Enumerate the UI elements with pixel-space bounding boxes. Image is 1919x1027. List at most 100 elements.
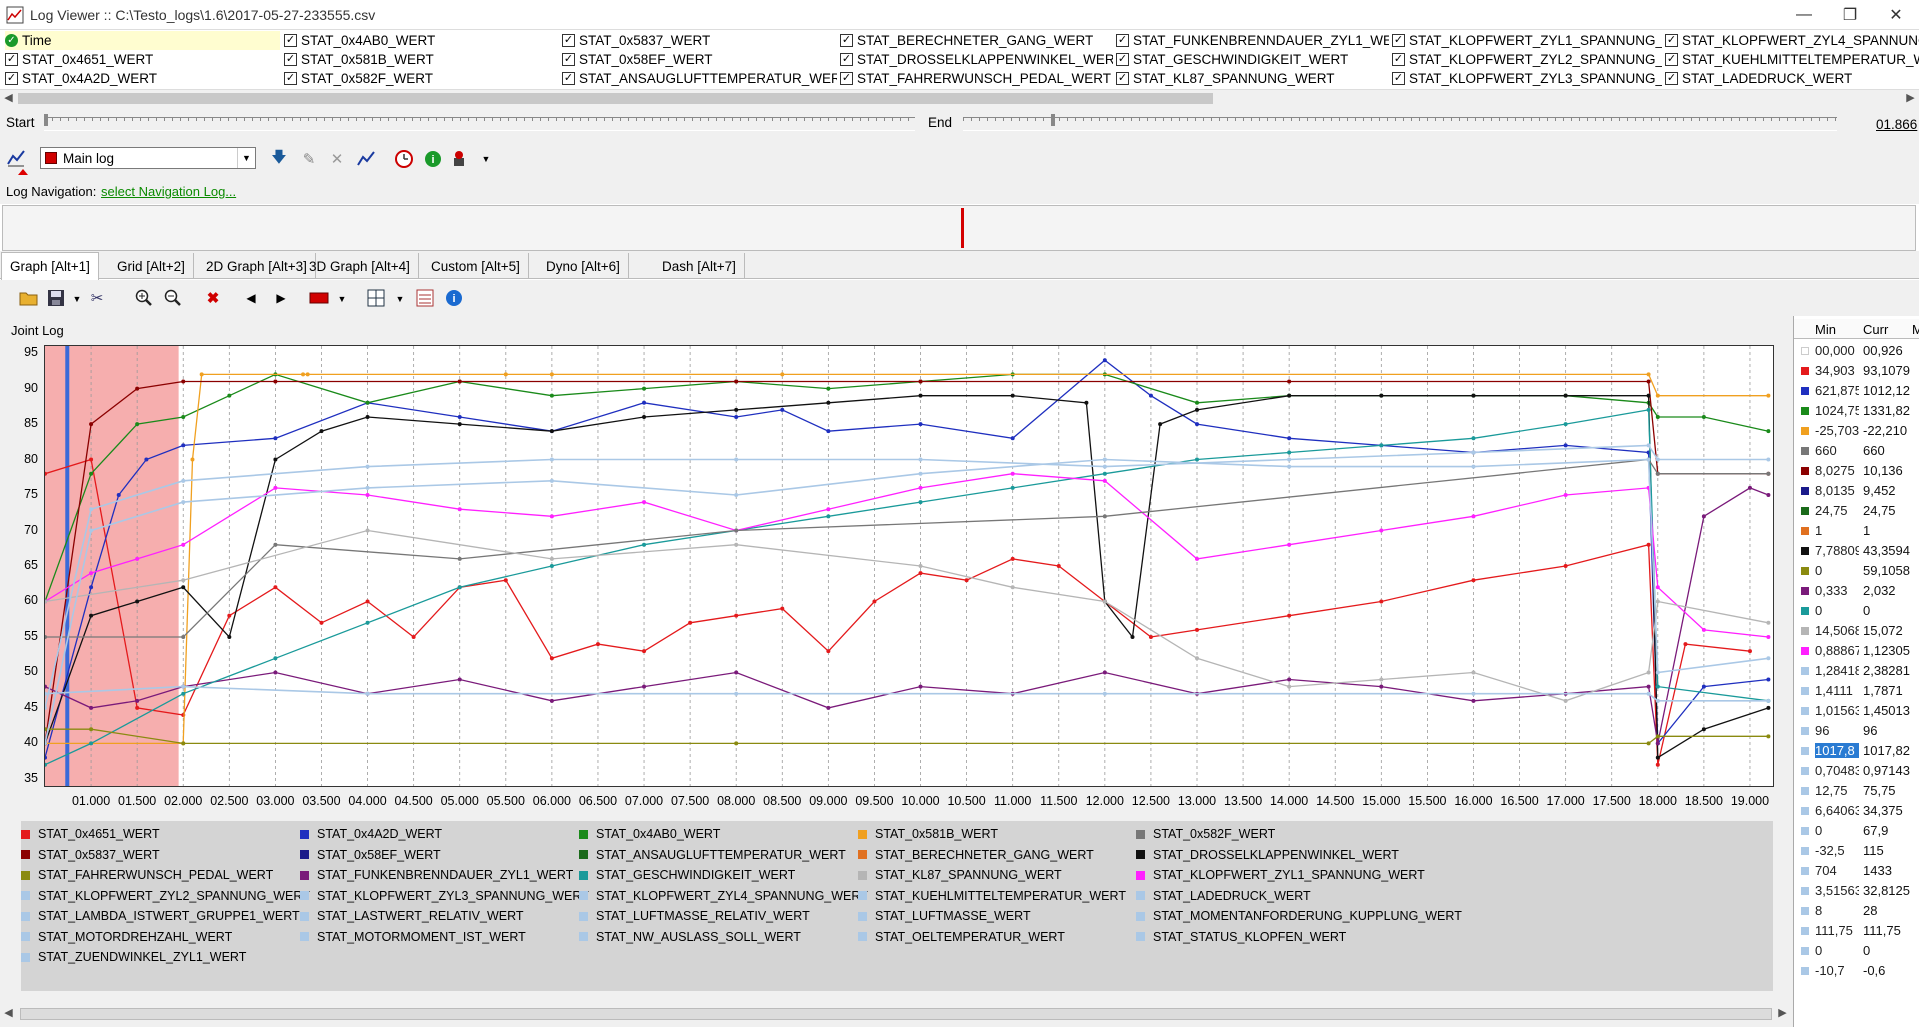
graph-scroll-left-arrow[interactable]: ◀ [4, 1007, 13, 1019]
legend-item[interactable]: STAT_0x582F_WERT [1136, 825, 1275, 843]
channel-value-row[interactable]: 704 1433 [1794, 861, 1919, 881]
series-line[interactable] [45, 728, 1769, 745]
checkbox-checked-icon[interactable]: ✓ [284, 72, 297, 85]
color-dropdown-icon[interactable]: ▼ [337, 294, 347, 304]
tab-item[interactable]: Grid [Alt+2] [109, 253, 194, 279]
checkbox-checked-icon[interactable]: ✓ [562, 72, 575, 85]
channel-value-row[interactable]: 0 59,1058 [1794, 561, 1919, 581]
maximize-button[interactable]: ❐ [1842, 6, 1858, 24]
next-arrow-icon[interactable]: ▶ [276, 291, 286, 305]
channel-checkbox-item[interactable]: ✓ STAT_GESCHWINDIGKEIT_WERT [1116, 50, 1389, 69]
channel-value-row[interactable]: 1024,75 1331,82 [1794, 401, 1919, 421]
tab-item[interactable]: Graph [Alt+1] [1, 252, 99, 280]
series-line[interactable] [44, 395, 1769, 759]
channel-value-row[interactable]: 1,01563 1,45013 [1794, 701, 1919, 721]
checkbox-checked-icon[interactable]: ✓ [1116, 72, 1129, 85]
legend-item[interactable]: STAT_0x4A2D_WERT [300, 825, 442, 843]
channel-checkbox-item[interactable]: ✓ Time [5, 31, 280, 50]
legend-item[interactable]: STAT_0x4651_WERT [21, 825, 160, 843]
legend-item[interactable]: STAT_STATUS_KLOPFEN_WERT [1136, 928, 1346, 946]
checkbox-checked-icon[interactable]: ✓ [5, 53, 18, 66]
legend-item[interactable]: STAT_KLOPFWERT_ZYL2_SPANNUNG_WERT [21, 887, 310, 905]
start-slider-thumb[interactable] [44, 114, 48, 126]
legend-item[interactable]: STAT_GESCHWINDIGKEIT_WERT [579, 866, 795, 884]
legend-item[interactable]: STAT_KLOPFWERT_ZYL4_SPANNUNG_WERT [579, 887, 868, 905]
chart-icon[interactable] [355, 148, 377, 170]
time-cursor[interactable] [65, 346, 70, 786]
channel-value-row[interactable]: 0,88867 1,12305 [1794, 641, 1919, 661]
channel-value-row[interactable]: -10,7 -0,6 [1794, 961, 1919, 981]
legend-item[interactable]: STAT_NW_AUSLASS_SOLL_WERT [579, 928, 801, 946]
legend-item[interactable]: STAT_FAHRERWUNSCH_PEDAL_WERT [21, 866, 273, 884]
channel-checkbox-item[interactable]: ✓ STAT_0x4651_WERT [5, 50, 280, 69]
channel-value-row[interactable]: 111,75 111,75 [1794, 921, 1919, 941]
channel-value-row[interactable]: 12,75 75,75 [1794, 781, 1919, 801]
legend-item[interactable]: STAT_KL87_SPANNUNG_WERT [858, 866, 1062, 884]
legend-item[interactable]: STAT_FUNKENBRENNDAUER_ZYL1_WERT [300, 866, 573, 884]
gauge-icon[interactable] [414, 287, 436, 309]
series-line[interactable] [44, 685, 1769, 702]
channel-value-row[interactable]: -25,703 -22,210 [1794, 421, 1919, 441]
download-arrow-icon[interactable]: 🡇 [271, 148, 287, 166]
channel-checkbox-item[interactable]: ✓ STAT_KUEHLMITTELTEMPERATUR_WERT [1665, 50, 1919, 69]
series-line[interactable] [44, 487, 1769, 744]
log-select[interactable]: Main log ▼ [40, 147, 256, 169]
channel-value-row[interactable]: 1017,8 1017,82 [1794, 741, 1919, 761]
start-slider[interactable] [44, 114, 915, 131]
max-column-header[interactable]: M [1912, 322, 1919, 337]
scroll-left-arrow[interactable]: ◀ [4, 92, 13, 104]
channel-checkbox-item[interactable]: ✓ STAT_0x58EF_WERT [562, 50, 837, 69]
channel-checkbox-item[interactable]: ✓ STAT_FAHRERWUNSCH_PEDAL_WERT [840, 69, 1113, 88]
end-slider[interactable] [963, 114, 1837, 131]
channel-value-row[interactable]: -32,5 115 [1794, 841, 1919, 861]
channel-list-scrollbar[interactable]: ◀ ▶ [0, 89, 1919, 106]
legend-item[interactable]: STAT_LAMBDA_ISTWERT_GRUPPE1_WERT [21, 907, 300, 925]
checkbox-checked-icon[interactable]: ✓ [284, 53, 297, 66]
series-line[interactable] [44, 529, 1769, 702]
save-dropdown-icon[interactable]: ▼ [72, 294, 82, 304]
channel-checkbox-item[interactable]: ✓ STAT_KLOPFWERT_ZYL2_SPANNUNG_WERT [1392, 50, 1662, 69]
series-line[interactable] [44, 359, 1769, 758]
tools-dropdown-icon[interactable]: ▼ [481, 154, 491, 164]
line-chart[interactable] [43, 346, 1773, 786]
tools-icon[interactable] [450, 148, 472, 170]
clock-icon[interactable] [393, 148, 415, 170]
previous-arrow-icon[interactable]: ◀ [246, 291, 256, 305]
scroll-thumb[interactable] [18, 93, 1213, 104]
graph-scroll-right-arrow[interactable]: ▶ [1778, 1007, 1787, 1019]
chevron-down-icon[interactable]: ▼ [237, 148, 255, 168]
min-column-header[interactable]: Min [1815, 322, 1836, 337]
legend-item[interactable]: STAT_0x58EF_WERT [300, 846, 441, 864]
save-icon[interactable] [45, 287, 67, 309]
graph-scroll-thumb[interactable] [20, 1008, 1772, 1020]
channel-value-row[interactable]: 1,28418 2,38281 [1794, 661, 1919, 681]
channel-checkbox-item[interactable]: ✓ STAT_KLOPFWERT_ZYL1_SPANNUNG_WERT [1392, 31, 1662, 50]
legend-item[interactable]: STAT_KLOPFWERT_ZYL1_SPANNUNG_WERT [1136, 866, 1425, 884]
series-line[interactable] [44, 373, 1769, 602]
layout-grid-icon[interactable] [365, 287, 387, 309]
navigation-strip[interactable] [2, 205, 1916, 251]
channel-value-row[interactable]: 3,51563 32,8125 [1794, 881, 1919, 901]
channel-checkbox-item[interactable]: ✓ STAT_DROSSELKLAPPENWINKEL_WERT [840, 50, 1113, 69]
legend-item[interactable]: STAT_OELTEMPERATUR_WERT [858, 928, 1065, 946]
legend-item[interactable]: STAT_DROSSELKLAPPENWINKEL_WERT [1136, 846, 1399, 864]
tab-item[interactable]: Dyno [Alt+6] [538, 253, 629, 279]
legend-item[interactable]: STAT_LASTWERT_RELATIV_WERT [300, 907, 524, 925]
channel-value-row[interactable]: 6,64063 34,375 [1794, 801, 1919, 821]
selection-highlight[interactable] [45, 346, 179, 786]
checkbox-checked-icon[interactable]: ✓ [1665, 72, 1678, 85]
checkbox-checked-icon[interactable]: ✓ [562, 34, 575, 47]
checkbox-checked-icon[interactable]: ✓ [284, 34, 297, 47]
series-line[interactable] [44, 473, 1769, 638]
minimize-button[interactable]: — [1796, 5, 1812, 23]
zoom-out-icon[interactable] [162, 287, 184, 309]
series-line[interactable] [44, 380, 1769, 744]
channel-value-row[interactable]: 8,0275 10,136 [1794, 461, 1919, 481]
navigation-position-marker[interactable] [961, 208, 964, 248]
series-line[interactable] [44, 458, 1751, 765]
channel-value-row[interactable]: 14,5068 15,072 [1794, 621, 1919, 641]
channel-checkbox-item[interactable]: ✓ STAT_ANSAUGLUFTTEMPERATUR_WERT [562, 69, 837, 88]
legend-item[interactable]: STAT_0x4AB0_WERT [579, 825, 720, 843]
channel-checkbox-item[interactable]: ✓ STAT_FUNKENBRENNDAUER_ZYL1_WERT [1116, 31, 1389, 50]
